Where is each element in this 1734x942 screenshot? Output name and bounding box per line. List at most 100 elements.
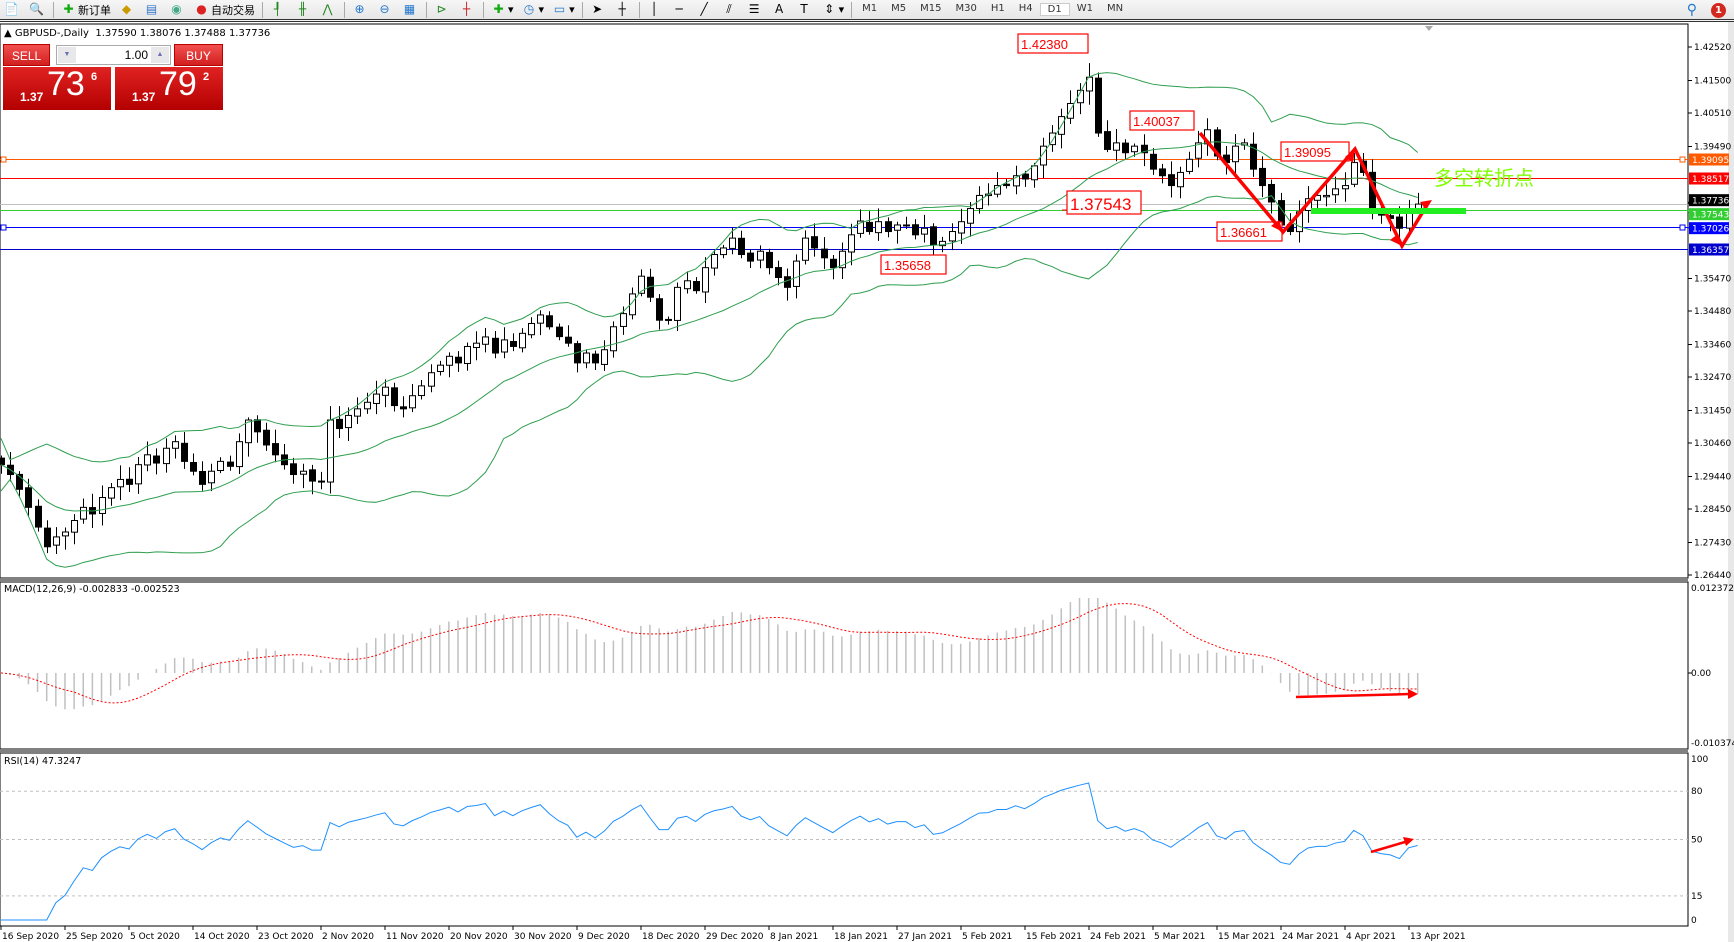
buy-button[interactable]: BUY bbox=[174, 44, 223, 66]
buy-price-fraction: 2 bbox=[203, 71, 210, 83]
candle bbox=[720, 244, 727, 259]
notification-badge[interactable]: 1 bbox=[1711, 2, 1726, 18]
zoom-history-button[interactable]: 🔍 bbox=[25, 0, 50, 20]
auto-trading-button[interactable]: ● 自动交易 bbox=[190, 0, 259, 20]
rsi-tick-label: 0 bbox=[1691, 916, 1697, 926]
candle bbox=[464, 342, 471, 371]
candle bbox=[1031, 162, 1038, 188]
candle-body bbox=[345, 414, 352, 429]
text-button[interactable]: A bbox=[768, 0, 793, 20]
horizontal-line-button[interactable]: ─ bbox=[668, 0, 693, 20]
bar-chart-button[interactable]: ┦ bbox=[266, 0, 291, 20]
candle-body bbox=[135, 464, 142, 485]
sell-price-fraction: 6 bbox=[91, 71, 98, 83]
new-chart-button[interactable]: 📄 bbox=[0, 0, 25, 20]
candle bbox=[1332, 176, 1339, 203]
candle bbox=[80, 498, 87, 524]
tile-icon: ▦ bbox=[403, 2, 416, 16]
candle-body bbox=[217, 460, 224, 472]
candle bbox=[1342, 172, 1349, 202]
templates-button[interactable]: ▭ ▾ bbox=[553, 2, 575, 16]
lot-size-input[interactable]: ▼ 1.00 ▲ bbox=[56, 45, 171, 65]
candle-body bbox=[290, 463, 297, 476]
zoom-in-button[interactable]: ⊕ bbox=[348, 0, 373, 20]
candle bbox=[1250, 132, 1257, 177]
candle bbox=[227, 455, 234, 471]
candle-body bbox=[418, 385, 425, 397]
indicators-button[interactable]: ✚ ▾ bbox=[487, 0, 518, 20]
candle bbox=[1351, 153, 1358, 188]
candle-body bbox=[866, 221, 873, 233]
tile-windows-button[interactable]: ▦ bbox=[398, 0, 423, 20]
timeframe-w1[interactable]: W1 bbox=[1076, 3, 1093, 14]
sell-button[interactable]: SELL bbox=[3, 44, 50, 66]
vertical-line-button[interactable]: │ bbox=[643, 0, 668, 20]
candlestick-button[interactable]: ╫ bbox=[291, 0, 316, 20]
price-tag-label: 1.39095 bbox=[1692, 156, 1729, 166]
candle-body bbox=[1095, 77, 1102, 134]
candle-body bbox=[620, 313, 627, 327]
trendline-button[interactable]: ╱ bbox=[693, 0, 718, 20]
timeframe-mn[interactable]: MN bbox=[1106, 3, 1124, 14]
window-edge bbox=[1728, 22, 1734, 942]
candle-body bbox=[71, 519, 78, 533]
one-click-trading-panel: SELL ▼ 1.00 ▲ BUY 1.37 73 6 1.37 79 2 bbox=[3, 44, 223, 110]
text-label-button[interactable]: T bbox=[793, 0, 818, 20]
candle bbox=[556, 323, 563, 341]
cursor-icon: ➤ bbox=[592, 2, 603, 16]
buy-price-pips: 79 bbox=[159, 65, 197, 103]
candle-body bbox=[811, 236, 818, 249]
periods-button[interactable]: ◷ ▾ bbox=[518, 0, 549, 20]
signal-button[interactable]: ◉ bbox=[165, 0, 190, 20]
timeframe-m15[interactable]: M15 bbox=[920, 3, 942, 14]
candle bbox=[757, 245, 764, 269]
sell-price[interactable]: 1.37 73 6 bbox=[3, 65, 111, 110]
chart-shift-button[interactable]: ┼ bbox=[455, 0, 480, 20]
candle-body bbox=[1250, 143, 1257, 170]
candle bbox=[546, 311, 553, 330]
candle-body bbox=[336, 418, 343, 430]
auto-trading-label: 自动交易 bbox=[211, 3, 255, 17]
rsi-label: RSI(14) 47.3247 bbox=[4, 756, 82, 767]
line-chart-button[interactable]: ⋀ bbox=[316, 0, 341, 20]
candle bbox=[894, 221, 901, 244]
timeframe-m30[interactable]: M30 bbox=[955, 3, 977, 14]
arrows-button[interactable]: ⇕ ▾ bbox=[818, 0, 849, 20]
candle bbox=[1049, 125, 1056, 152]
toolbar: 📄 🔍 ✚ 新订单 ◆ ▤ ◉ ● 自动交易 ┦ ╫ ⋀ ⊕ ⊖ ▦ ⊳ ┼ ✚ ▾ … bbox=[0, 0, 1734, 22]
lot-decrease-button[interactable]: ▼ bbox=[58, 47, 76, 63]
candle-body bbox=[912, 224, 919, 236]
timeframe-h4[interactable]: H4 bbox=[1018, 3, 1033, 14]
auto-scroll-button[interactable]: ⊳ bbox=[430, 0, 455, 20]
fibonacci-button[interactable]: ☰ bbox=[743, 0, 768, 20]
candle-body bbox=[373, 393, 380, 404]
candle-body bbox=[1396, 216, 1403, 229]
rsi-tick-label: 15 bbox=[1691, 892, 1702, 902]
candle-body bbox=[99, 497, 106, 514]
candle-body bbox=[693, 281, 700, 292]
buy-price[interactable]: 1.37 79 2 bbox=[115, 65, 223, 110]
search-icon[interactable]: ⚲ bbox=[1686, 2, 1697, 18]
price-tag bbox=[1689, 153, 1729, 166]
date-tick-label: 5 Mar 2021 bbox=[1154, 932, 1205, 942]
candle bbox=[354, 397, 361, 424]
crosshair-button[interactable]: ┼ bbox=[611, 0, 636, 20]
candle bbox=[665, 316, 672, 325]
lot-increase-button[interactable]: ▲ bbox=[151, 47, 169, 63]
timeframe-m5[interactable]: M5 bbox=[891, 3, 907, 14]
channel-button[interactable]: ⫽ bbox=[718, 0, 743, 20]
metaeditor-button[interactable]: ◆ bbox=[115, 0, 140, 20]
candle-body bbox=[1150, 153, 1157, 170]
data-button[interactable]: ▤ bbox=[140, 0, 165, 20]
new-order-button[interactable]: ✚ 新订单 bbox=[57, 0, 115, 20]
cursor-button[interactable]: ➤ bbox=[586, 0, 611, 20]
zoom-out-button[interactable]: ⊖ bbox=[373, 0, 398, 20]
candle bbox=[1022, 170, 1029, 187]
timeframe-d1[interactable]: D1 bbox=[1039, 3, 1070, 16]
timeframe-m1[interactable]: M1 bbox=[862, 3, 878, 14]
timeframe-h1[interactable]: H1 bbox=[990, 3, 1005, 14]
candle-body bbox=[327, 419, 334, 483]
candle-body bbox=[830, 258, 837, 269]
candle bbox=[802, 230, 809, 265]
